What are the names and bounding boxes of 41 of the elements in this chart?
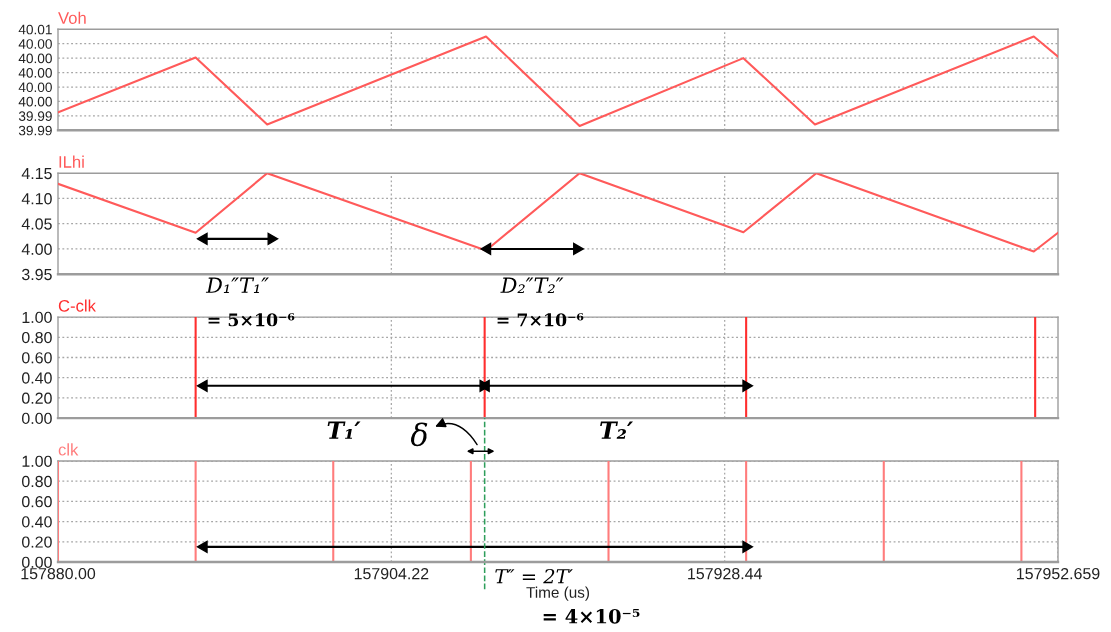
y-tick-label: 39.99: [18, 125, 52, 136]
y-tick-label: 0.80: [21, 475, 52, 488]
x-tick-label: 157904.22: [354, 567, 429, 580]
y-tick-label: 40.00: [18, 96, 52, 107]
x-tick-label: 157952.659: [1017, 567, 1100, 580]
y-tick-label: 0.00: [21, 556, 52, 568]
x-tick-label: 157928.44: [688, 567, 762, 580]
chart-title: ILhi: [59, 155, 84, 168]
series-label: D₁″T₁″: [205, 277, 269, 293]
chart-title: C-clk: [58, 299, 96, 312]
series-label: D₂″T₂″: [500, 277, 564, 293]
y-tick-label: 4.00: [21, 243, 52, 255]
y-tick-label: 0.60: [21, 496, 52, 508]
x-axis-title: Time (us): [526, 586, 590, 601]
y-tick-label: 0.60: [21, 352, 52, 364]
y-tick-label: 0.20: [21, 392, 52, 404]
annotation: T″ = 2T′: [495, 568, 573, 584]
y-tick-label: 39.99: [18, 111, 52, 121]
series-label: T₂′: [600, 421, 633, 439]
y-tick-label: 4.15: [21, 168, 52, 180]
series-label: T₁′: [327, 421, 361, 439]
annotation: δ: [410, 422, 428, 447]
x-tick-label: 157880.00: [21, 567, 96, 580]
text: = 4×10⁻⁵: [543, 608, 640, 624]
y-tick-label: 0.40: [21, 516, 52, 528]
y-tick-label: 40.01: [18, 24, 52, 35]
y-tick-label: 1.00: [22, 311, 52, 324]
y-tick-label: 4.05: [21, 218, 52, 230]
y-tick-label: 0.20: [21, 536, 52, 548]
y-tick-label: 40.00: [18, 68, 52, 78]
y-tick-label: 0.40: [21, 372, 52, 384]
y-tick-label: 40.00: [18, 39, 52, 49]
chart-title: Voh: [58, 11, 86, 24]
chart-title: clk: [58, 443, 79, 456]
y-tick-label: 40.00: [18, 82, 52, 93]
y-tick-label: 40.00: [18, 53, 52, 64]
y-tick-label: 4.10: [21, 193, 52, 205]
y-tick-label: 3.95: [21, 268, 52, 281]
y-tick-label: 0.00: [21, 412, 52, 425]
y-tick-label: 1.00: [22, 455, 52, 467]
y-tick-label: 0.80: [21, 331, 52, 344]
